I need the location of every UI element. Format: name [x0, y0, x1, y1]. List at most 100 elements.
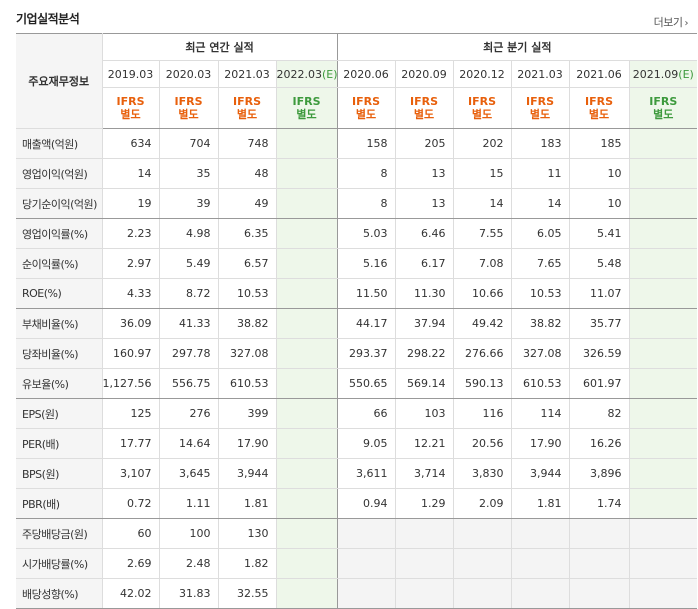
period-header: 2021.06	[568, 60, 630, 88]
value-cell	[275, 218, 338, 249]
accounting-standard-header: IFRS 별도	[217, 87, 276, 129]
ifrs-label: IFRS	[410, 95, 439, 108]
value-cell: 44.17	[336, 308, 396, 339]
row-label: 영업이익(억원)	[16, 158, 103, 189]
value-cell	[275, 398, 338, 429]
value-cell: 35.77	[568, 308, 630, 339]
value-cell: 297.78	[158, 338, 218, 369]
value-cell	[568, 578, 630, 609]
value-cell: 60	[101, 518, 159, 549]
value-cell	[510, 518, 570, 549]
value-cell: 2.09	[452, 488, 512, 519]
value-cell: 6.05	[510, 218, 570, 249]
value-cell: 13	[394, 158, 454, 189]
value-cell	[628, 518, 698, 549]
row-label: BPS(원)	[16, 458, 103, 489]
value-cell: 11.30	[394, 278, 454, 309]
value-cell	[275, 128, 338, 159]
value-cell: 2.69	[101, 548, 159, 579]
table-row: 배당성향(%) 42.02 31.83 32.55	[16, 578, 698, 609]
table-row: BPS(원) 3,107 3,645 3,944 3,611 3,714 3,830 3,94…	[16, 458, 698, 489]
value-cell	[628, 488, 698, 519]
value-cell: 399	[217, 398, 276, 429]
value-cell	[628, 188, 698, 219]
ifrs-label: IFRS	[526, 95, 555, 108]
separate-label: 별도	[588, 108, 610, 121]
value-cell	[628, 338, 698, 369]
period-header: 2021.03	[510, 60, 570, 88]
value-cell: 634	[101, 128, 159, 159]
value-cell	[568, 548, 630, 579]
value-cell: 6.35	[217, 218, 276, 249]
accounting-standard-header: IFRS 별도	[628, 87, 698, 129]
accounting-standard-header: IFRS 별도	[158, 87, 218, 129]
value-cell: 6.17	[394, 248, 454, 279]
value-cell	[275, 338, 338, 369]
chevron-right-icon: ›	[684, 18, 689, 29]
value-cell: 5.03	[336, 218, 396, 249]
separate-label: 별도	[355, 108, 377, 121]
value-cell: 205	[394, 128, 454, 159]
value-cell: 11	[510, 158, 570, 189]
value-cell: 7.55	[452, 218, 512, 249]
separate-label: 별도	[236, 108, 258, 121]
value-cell: 610.53	[217, 368, 276, 399]
value-cell: 6.57	[217, 248, 276, 279]
value-cell	[275, 278, 338, 309]
value-cell	[628, 308, 698, 339]
value-cell: 185	[568, 128, 630, 159]
separate-label: 별도	[413, 108, 435, 121]
table-row: 주당배당금(원) 60 100 130	[16, 518, 698, 549]
value-cell: 326.59	[568, 338, 630, 369]
value-cell: 17.90	[217, 428, 276, 459]
row-label: EPS(원)	[16, 398, 103, 429]
separate-label: 별도	[178, 108, 199, 121]
value-cell	[628, 368, 698, 399]
accounting-standard-header: IFRS 별도	[336, 87, 396, 129]
value-cell: 20.56	[452, 428, 512, 459]
value-cell	[336, 518, 396, 549]
value-cell: 10.66	[452, 278, 512, 309]
value-cell: 3,896	[568, 458, 630, 489]
row-label: ROE(%)	[16, 278, 103, 309]
value-cell: 327.08	[510, 338, 570, 369]
value-cell: 2.23	[101, 218, 159, 249]
value-cell: 748	[217, 128, 276, 159]
separate-label: 별도	[471, 108, 493, 121]
value-cell	[275, 428, 338, 459]
value-cell: 12.21	[394, 428, 454, 459]
table-row: 매출액(억원) 634 704 748 158 205 202 183 185	[16, 128, 698, 159]
table-row: 영업이익(억원) 14 35 48 8 13 15 11 10	[16, 158, 698, 189]
value-cell	[275, 248, 338, 279]
value-cell: 10	[568, 158, 630, 189]
accounting-standard-header: IFRS 별도	[275, 87, 338, 129]
value-cell: 11.50	[336, 278, 396, 309]
ifrs-label: IFRS	[292, 95, 321, 108]
value-cell	[275, 518, 338, 549]
value-cell	[336, 578, 396, 609]
group-quarter-header: 최근 분기 실적	[336, 33, 698, 61]
value-cell: 158	[336, 128, 396, 159]
value-cell: 2.48	[158, 548, 218, 579]
value-cell: 8	[336, 188, 396, 219]
value-cell: 1.11	[158, 488, 218, 519]
period-header: 2020.06	[336, 60, 396, 88]
value-cell: 8	[336, 158, 396, 189]
value-cell: 298.22	[394, 338, 454, 369]
value-cell: 5.48	[568, 248, 630, 279]
value-cell	[628, 218, 698, 249]
value-cell: 37.94	[394, 308, 454, 339]
more-link[interactable]: 더보기 ›	[654, 14, 689, 30]
value-cell	[628, 458, 698, 489]
period-header: 2021.03	[217, 60, 276, 88]
value-cell: 82	[568, 398, 630, 429]
value-cell	[628, 158, 698, 189]
period-header: 2022.03(E)	[275, 60, 338, 88]
value-cell: 6.46	[394, 218, 454, 249]
value-cell: 49	[217, 188, 276, 219]
row-label: 영업이익률(%)	[16, 218, 103, 249]
value-cell	[628, 278, 698, 309]
table-row: 당기순이익(억원) 19 39 49 8 13 14 14 10	[16, 188, 698, 219]
estimate-mark: (E)	[678, 67, 694, 81]
